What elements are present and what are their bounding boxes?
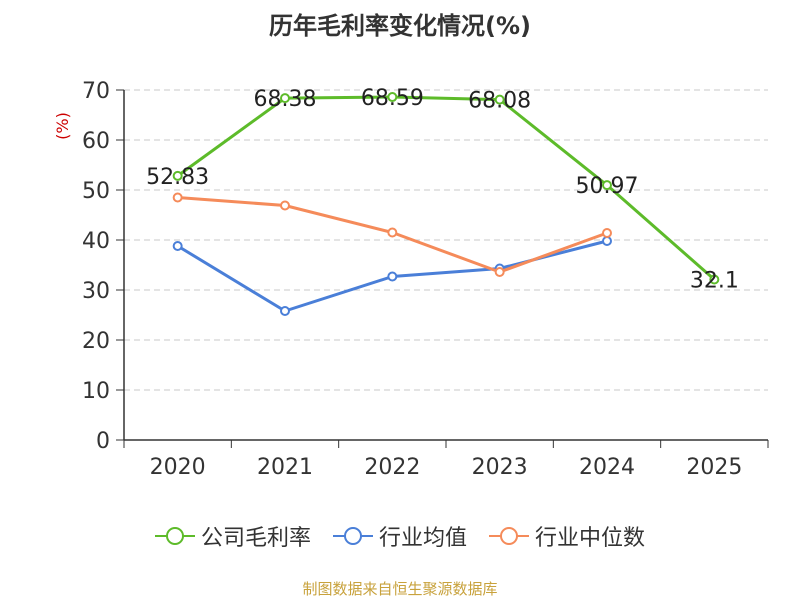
y-tick-label: 20: [82, 329, 110, 354]
data-point: [602, 236, 612, 246]
data-point: [280, 306, 290, 316]
legend-item-industry-mean[interactable]: 行业均值: [332, 520, 467, 552]
data-point: [387, 227, 398, 238]
data-label: 50.97: [576, 174, 639, 199]
data-point: [602, 228, 612, 238]
data-point: [709, 274, 720, 285]
data-label: 68.08: [468, 89, 531, 114]
y-tick-label: 30: [82, 279, 110, 304]
x-tick-label: 2024: [579, 455, 635, 480]
y-tick-label: 70: [82, 79, 110, 104]
legend-marker-icon: [489, 527, 529, 545]
data-point: [387, 92, 398, 103]
y-tick-label: 60: [82, 129, 110, 154]
data-point: [387, 271, 398, 282]
data-point: [172, 241, 183, 251]
legend-marker-icon: [332, 527, 373, 545]
x-tick-label: 2025: [686, 455, 742, 480]
x-tick-label: 2023: [472, 455, 528, 480]
x-tick-label: 2022: [364, 455, 420, 480]
x-tick-label: 2021: [257, 455, 313, 480]
data-point: [172, 192, 183, 203]
legend-marker-icon: [154, 527, 195, 545]
legend-label: 公司毛利率: [200, 526, 311, 551]
data-label: 68.38: [254, 87, 317, 112]
y-axis-label: (%): [53, 112, 72, 140]
legend-item-company[interactable]: 公司毛利率: [154, 520, 311, 552]
y-tick-label: 10: [82, 379, 110, 404]
source-note: 制图数据来自恒生聚源数据库: [302, 580, 498, 598]
x-tick-label: 2020: [150, 455, 206, 480]
data-point: [494, 94, 505, 105]
y-tick-label: 0: [96, 429, 110, 454]
data-point: [494, 267, 505, 277]
data-label: 68.59: [361, 86, 424, 111]
legend-label: 行业中位数: [535, 526, 646, 551]
y-tick-label: 50: [82, 179, 110, 204]
data-point: [280, 200, 290, 211]
data-point: [172, 170, 183, 181]
series-line: [176, 95, 716, 281]
chart-title: 历年毛利率变化情况(%): [269, 12, 531, 40]
data-label: 32.1: [690, 269, 739, 294]
data-point: [280, 93, 290, 104]
legend-label: 行业均值: [378, 526, 467, 551]
legend-item-industry-median[interactable]: 行业中位数: [489, 520, 645, 552]
y-tick-label: 40: [82, 229, 110, 254]
legend: 公司毛利率 行业均值 行业中位数: [0, 520, 800, 552]
data-point: [602, 180, 612, 191]
data-label: 52.83: [146, 165, 209, 190]
